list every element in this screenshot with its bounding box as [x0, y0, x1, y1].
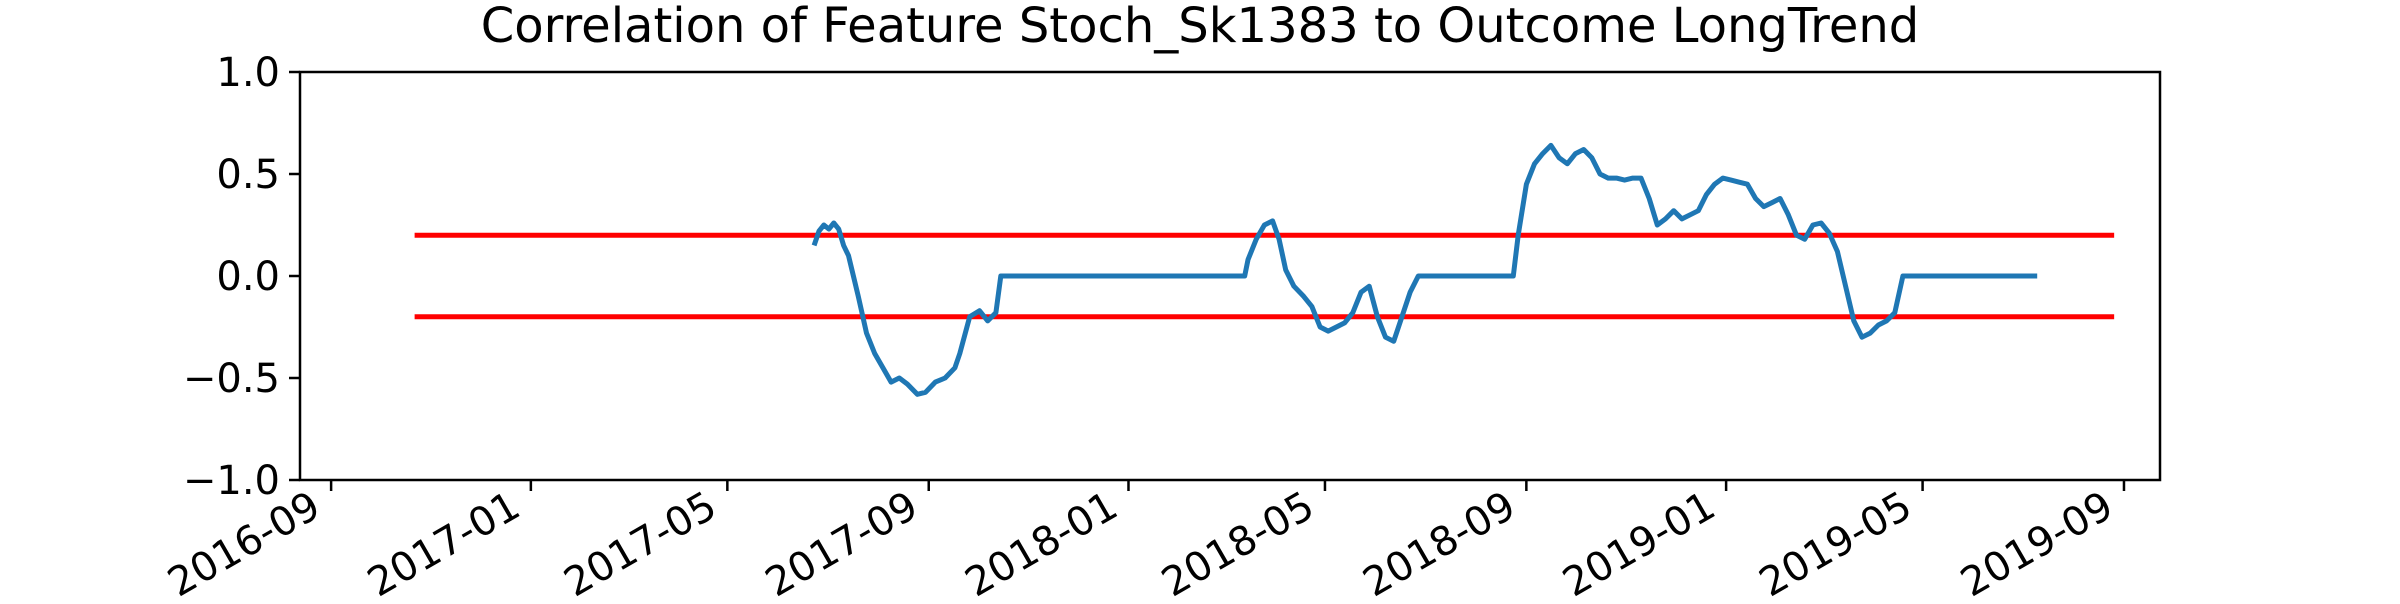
y-tick-label: 0.0 — [216, 254, 280, 300]
plot-area — [414, 142, 2115, 397]
y-tick-label: 0.5 — [216, 152, 280, 198]
y-tick-label: −1.0 — [183, 458, 280, 504]
x-tick-label: 2017-05 — [557, 483, 725, 600]
x-tick-label: 2019-01 — [1555, 483, 1723, 600]
x-tick-label: 2018-09 — [1356, 483, 1524, 600]
x-axis: 2016-09 2017-01 2017-05 2017-09 2018-01 2018-… — [160, 480, 2126, 604]
x-tick-label: 2019-05 — [1752, 483, 1920, 600]
axes-frame — [298, 70, 2162, 482]
x-tick-label: 2017-09 — [758, 483, 926, 600]
y-tick-label: −0.5 — [183, 356, 280, 402]
x-tick-label: 2018-01 — [958, 483, 1126, 600]
chart-title: Correlation of Feature Stoch_Sk1383 to O… — [481, 0, 1920, 54]
x-tick-label: 2019-09 — [1953, 483, 2121, 600]
y-axis: 1.0 0.5 0.0 −0.5 −1.0 — [183, 50, 300, 504]
y-tick-label: 1.0 — [216, 50, 280, 96]
x-tick-label: 2018-05 — [1154, 483, 1322, 600]
series-line-1 — [811, 142, 2038, 397]
x-tick-label: 2017-01 — [360, 483, 528, 600]
